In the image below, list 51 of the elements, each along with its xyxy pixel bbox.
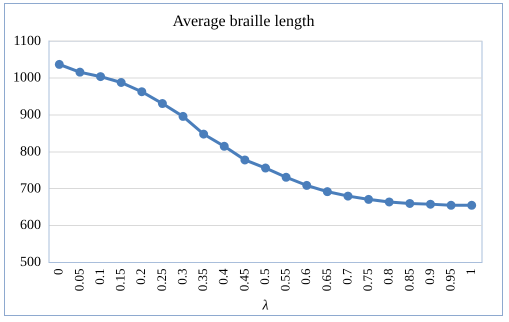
point <box>199 130 208 139</box>
x-tick-label: 0.15 <box>112 268 128 292</box>
point <box>302 180 312 190</box>
point <box>364 194 374 204</box>
x-tick-label: 0.35 <box>195 268 210 292</box>
point <box>467 200 476 210</box>
y-tick-label: 1000 <box>13 70 41 86</box>
point <box>137 87 146 96</box>
point <box>261 164 270 173</box>
point <box>240 155 250 164</box>
point <box>178 112 188 121</box>
point <box>322 187 332 196</box>
x-tick-label: 0.2 <box>133 268 148 285</box>
point <box>384 197 394 206</box>
y-tick-label: 900 <box>20 108 41 123</box>
point <box>426 200 435 209</box>
point <box>75 68 84 77</box>
point <box>96 72 106 82</box>
point <box>54 60 64 69</box>
x-tick-label: 0.75 <box>360 268 376 292</box>
point <box>343 192 352 201</box>
x-tick-label: 0.7 <box>339 268 354 285</box>
point <box>405 198 414 208</box>
y-tick-label: 500 <box>20 255 41 270</box>
x-tick-label: 0.9 <box>422 268 437 285</box>
x-tick-label: 0.65 <box>318 268 334 292</box>
x-tick-label: 0.3 <box>174 268 190 285</box>
x-tick-label: 0.95 <box>442 268 458 292</box>
x-axis-title: λ <box>261 298 269 314</box>
y-tick-label: 700 <box>20 181 41 196</box>
point <box>116 78 126 87</box>
y-tick-label: 1100 <box>14 34 41 49</box>
x-tick-label: 0.55 <box>278 268 293 292</box>
x-tick-label: 1 <box>463 268 478 275</box>
x-tick-label: 0.5 <box>256 268 272 285</box>
point <box>158 99 167 108</box>
point <box>446 200 456 210</box>
y-tick-label: 800 <box>20 144 41 160</box>
x-tick-label: 0.85 <box>401 268 416 292</box>
chart-title: Average braille length <box>172 12 314 30</box>
point <box>282 172 291 182</box>
x-tick-label: 0.4 <box>216 268 231 285</box>
x-tick-label: 0.6 <box>298 268 314 285</box>
x-tick-label: 0.1 <box>92 268 107 285</box>
x-tick-label: 0.8 <box>380 268 396 285</box>
point <box>220 142 229 151</box>
x-tick-label: 0.05 <box>71 268 86 292</box>
x-tick-label: 0.25 <box>154 268 169 292</box>
x-tick-label: 0.45 <box>236 268 252 292</box>
x-tick-label: 0 <box>50 268 66 275</box>
y-tick-label: 600 <box>20 218 41 234</box>
